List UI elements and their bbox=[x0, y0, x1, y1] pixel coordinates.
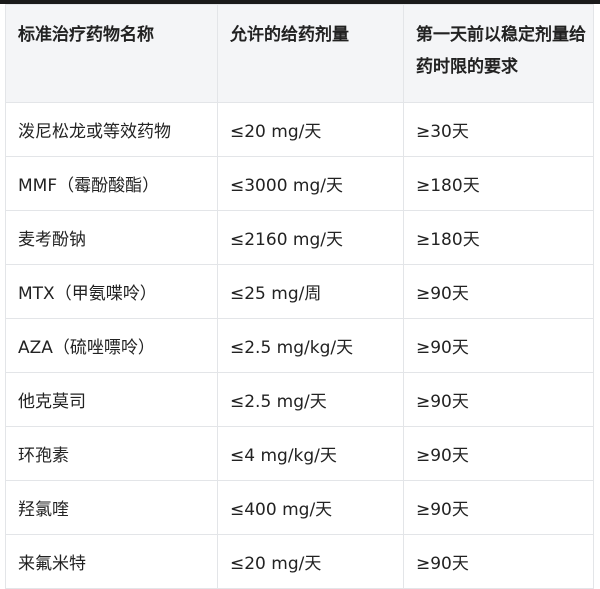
header-stable-duration: 第一天前以稳定剂量给药时限的要求 bbox=[403, 4, 594, 103]
duration-cell: ≥180天 bbox=[403, 156, 594, 211]
drug-name-cell: MMF（霉酚酸酯） bbox=[5, 156, 218, 211]
duration-cell: ≥90天 bbox=[403, 372, 594, 427]
dose-cell: ≤3000 mg/天 bbox=[217, 156, 404, 211]
table-row: AZA（硫唑嘌呤） ≤2.5 mg/kg/天 ≥90天 bbox=[5, 318, 594, 373]
drug-name-cell: 麦考酚钠 bbox=[5, 210, 218, 265]
duration-cell: ≥90天 bbox=[403, 480, 594, 535]
dose-cell: ≤20 mg/天 bbox=[217, 534, 404, 589]
duration-cell: ≥180天 bbox=[403, 210, 594, 265]
table-row: MMF（霉酚酸酯） ≤3000 mg/天 ≥180天 bbox=[5, 156, 594, 211]
duration-cell: ≥90天 bbox=[403, 318, 594, 373]
drug-name-cell: AZA（硫唑嘌呤） bbox=[5, 318, 218, 373]
duration-cell: ≥90天 bbox=[403, 426, 594, 481]
dose-cell: ≤4 mg/kg/天 bbox=[217, 426, 404, 481]
medication-table: 标准治疗药物名称 允许的给药剂量 第一天前以稳定剂量给药时限的要求 泼尼松龙或等… bbox=[5, 4, 594, 589]
drug-name-cell: MTX（甲氨喋呤） bbox=[5, 264, 218, 319]
table-row: 麦考酚钠 ≤2160 mg/天 ≥180天 bbox=[5, 210, 594, 265]
top-border bbox=[0, 0, 600, 4]
table-row: 他克莫司 ≤2.5 mg/天 ≥90天 bbox=[5, 372, 594, 427]
duration-cell: ≥90天 bbox=[403, 264, 594, 319]
drug-name-cell: 羟氯喹 bbox=[5, 480, 218, 535]
dose-cell: ≤25 mg/周 bbox=[217, 264, 404, 319]
drug-name-cell: 他克莫司 bbox=[5, 372, 218, 427]
dose-cell: ≤2.5 mg/kg/天 bbox=[217, 318, 404, 373]
header-dose: 允许的给药剂量 bbox=[217, 4, 404, 103]
table-row: 泼尼松龙或等效药物 ≤20 mg/天 ≥30天 bbox=[5, 102, 594, 157]
table-row: MTX（甲氨喋呤） ≤25 mg/周 ≥90天 bbox=[5, 264, 594, 319]
dose-cell: ≤20 mg/天 bbox=[217, 102, 404, 157]
dose-cell: ≤2160 mg/天 bbox=[217, 210, 404, 265]
drug-name-cell: 来氟米特 bbox=[5, 534, 218, 589]
duration-cell: ≥90天 bbox=[403, 534, 594, 589]
table-row: 来氟米特 ≤20 mg/天 ≥90天 bbox=[5, 534, 594, 589]
duration-cell: ≥30天 bbox=[403, 102, 594, 157]
table-row: 环孢素 ≤4 mg/kg/天 ≥90天 bbox=[5, 426, 594, 481]
dose-cell: ≤2.5 mg/天 bbox=[217, 372, 404, 427]
table-row: 羟氯喹 ≤400 mg/天 ≥90天 bbox=[5, 480, 594, 535]
table-header-row: 标准治疗药物名称 允许的给药剂量 第一天前以稳定剂量给药时限的要求 bbox=[5, 4, 594, 103]
drug-name-cell: 泼尼松龙或等效药物 bbox=[5, 102, 218, 157]
header-drug-name: 标准治疗药物名称 bbox=[5, 4, 218, 103]
drug-name-cell: 环孢素 bbox=[5, 426, 218, 481]
dose-cell: ≤400 mg/天 bbox=[217, 480, 404, 535]
